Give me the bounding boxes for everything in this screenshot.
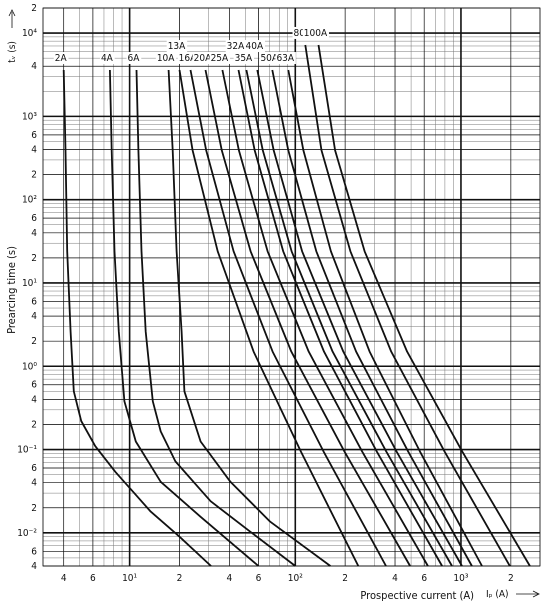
x-tick-label: 6 (90, 573, 96, 584)
y-tick-label: 2 (31, 503, 37, 514)
x-tick-label: 6 (256, 573, 262, 584)
curve-label: 20A (194, 53, 212, 64)
x-axis-arrow-head (532, 590, 540, 598)
x-tick-label: 2 (508, 573, 514, 584)
curve-label: 25A (211, 53, 229, 64)
curve-label: 80A (294, 28, 312, 39)
fuse-curve (109, 69, 260, 567)
plot-frame (42, 7, 541, 567)
y-tick-label: 4 (31, 561, 37, 572)
y-tick-label: 2 (31, 419, 37, 430)
y-tick-label: 4 (31, 145, 37, 156)
y-tick-label: 4 (31, 394, 37, 405)
curve-label-bg (302, 26, 329, 39)
y-tick-label: 6 (31, 463, 37, 474)
x-axis-unit: Iₚ (A) (486, 589, 509, 600)
y-tick-label: 10⁻² (17, 528, 37, 539)
curve-label: 13A (168, 41, 186, 52)
curve-label: 50A (260, 53, 278, 64)
curve-label-bg (155, 52, 177, 65)
y-tick-label: 10⁰ (22, 361, 37, 372)
curve-label-bg (275, 52, 296, 65)
curve-label: 100A (304, 28, 328, 39)
y-axis-label: Prearcing time (s) (5, 246, 18, 334)
curve-label-bg (259, 52, 280, 65)
x-tick-label: 10¹ (122, 573, 137, 584)
y-tick-label: 6 (31, 380, 37, 391)
curve-label-bg (209, 52, 231, 65)
y-tick-label: 10⁻¹ (17, 445, 37, 456)
curve-label: 63A (276, 53, 294, 64)
curve-label-bg (292, 26, 313, 39)
curve-label-bg (53, 52, 69, 65)
y-tick-label: 10⁴ (22, 28, 37, 39)
fuse-curve (178, 69, 360, 567)
fuse-curve (271, 69, 473, 567)
y-tick-label: 4 (31, 478, 37, 489)
y-tick-label: 10² (22, 195, 37, 206)
x-tick-label: 4 (226, 573, 232, 584)
y-axis-unit: tᵥ (s) (7, 41, 18, 63)
x-tick-label: 10³ (453, 573, 468, 584)
x-axis-label: Prospective current (A) (360, 589, 474, 602)
fuse-curve (304, 44, 511, 567)
curve-label: 40A (246, 41, 264, 52)
curves (62, 44, 531, 567)
y-tick-label: 6 (31, 296, 37, 307)
fuse-curve (317, 44, 531, 567)
curve-label-bg (244, 40, 265, 53)
fuse-curve (62, 69, 212, 567)
y-tick-label: 2 (31, 253, 37, 264)
fuse-curve (167, 69, 331, 567)
curve-label: 10A (157, 53, 175, 64)
curve-label-bg (126, 52, 142, 65)
y-axis-arrow-head (8, 9, 16, 17)
x-tick-label: 10² (288, 573, 303, 584)
labels: 4 6 10¹ 2 4 6 10² 2 4 6 10³ 2 2 10⁴ 4 10³ 6 4 2 10² 6 4 2 10¹ 6 4… (17, 3, 513, 584)
y-tick-label: 6 (31, 546, 37, 557)
curve-label-bg (225, 40, 247, 53)
fuse-curve (135, 69, 296, 567)
y-tick-label: 6 (31, 213, 37, 224)
y-tick-label: 2 (31, 3, 37, 14)
x-tick-label: 4 (61, 573, 67, 584)
fuse-curve (189, 69, 387, 567)
y-tick-label: 2 (31, 336, 37, 347)
curve-label: 2A (55, 53, 68, 64)
fuse-curve (237, 69, 443, 567)
curve-label-bg (192, 52, 214, 65)
fuse-curve (245, 69, 453, 567)
x-tick-label: 6 (421, 573, 427, 584)
fuse-curve (204, 69, 411, 567)
curve-label-bg (99, 52, 115, 65)
y-tick-label: 4 (31, 311, 37, 322)
x-tick-label: 4 (392, 573, 398, 584)
x-tick-label: 2 (342, 573, 348, 584)
fuse-curve (221, 69, 429, 567)
curve-label: 4A (101, 53, 114, 64)
curve-label: 32A (227, 41, 245, 52)
y-tick-label: 4 (31, 61, 37, 72)
x-tick-label: 2 (177, 573, 183, 584)
curve-label: 16A (179, 53, 197, 64)
y-tick-label: 4 (31, 228, 37, 239)
y-tick-label: 6 (31, 130, 37, 141)
fuse-curve (287, 69, 483, 567)
y-tick-label: 2 (31, 170, 37, 181)
fuse-curve (256, 69, 463, 567)
curve-label: 35A (235, 53, 253, 64)
curve-label: 6A (128, 53, 141, 64)
y-tick-label: 10¹ (22, 278, 37, 289)
curve-label-bg (233, 52, 255, 65)
y-tick-label: 10³ (22, 111, 37, 122)
curve-label-bg (166, 40, 188, 53)
